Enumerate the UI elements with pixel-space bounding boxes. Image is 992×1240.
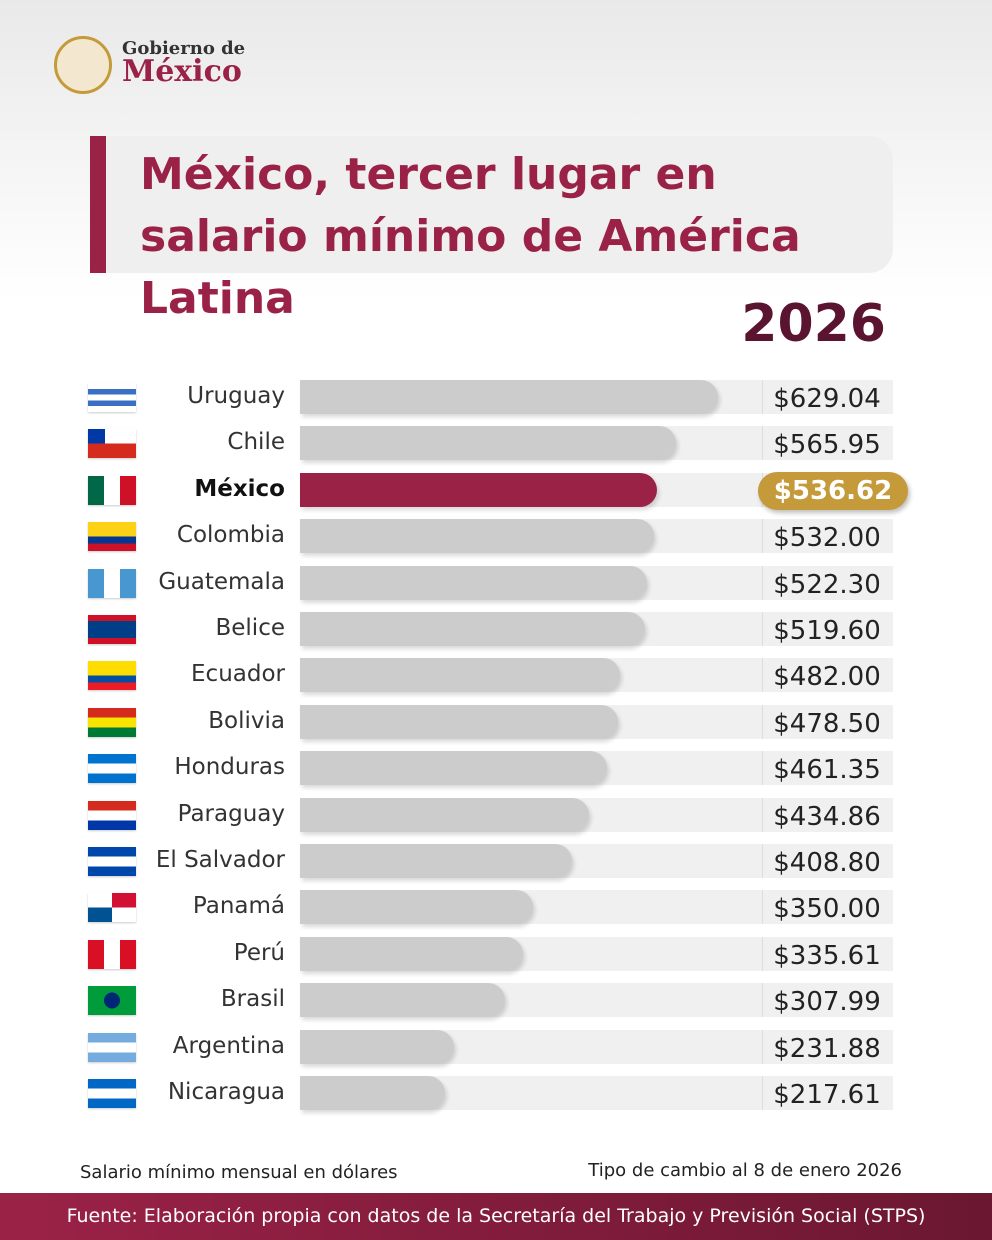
value-separator — [762, 844, 763, 878]
category-label: Bolivia — [208, 707, 285, 734]
value-label: $335.61 — [773, 940, 881, 971]
value-separator — [762, 890, 763, 925]
flag — [88, 522, 136, 552]
bar — [300, 612, 646, 646]
bar — [300, 844, 572, 878]
flag — [88, 615, 136, 644]
category-label: Ecuador — [191, 661, 285, 688]
flag — [88, 1079, 136, 1108]
value-label: $536.62 — [758, 471, 908, 510]
value-separator — [762, 658, 763, 693]
category-label: Guatemala — [158, 568, 285, 595]
value-separator — [762, 936, 763, 971]
year-subtitle: 2026 — [741, 294, 886, 354]
title-box — [106, 136, 893, 273]
note-left: Salario mínimo mensual en dólares — [80, 1162, 398, 1183]
bar — [300, 983, 505, 1018]
value-label: $307.99 — [773, 987, 881, 1018]
note-right: Tipo de cambio al 8 de enero 2026 — [588, 1160, 902, 1181]
value-separator — [762, 426, 763, 461]
bar — [300, 658, 621, 693]
value-label: $231.88 — [773, 1033, 881, 1064]
bar — [300, 936, 523, 971]
category-label: Nicaragua — [167, 1079, 285, 1105]
value-label: $522.30 — [773, 569, 881, 600]
flag — [88, 429, 136, 459]
bar — [300, 519, 654, 554]
value-separator — [762, 380, 763, 414]
bar — [300, 890, 533, 925]
logo-line1: Gobierno de — [122, 38, 246, 59]
category-label: Honduras — [174, 754, 285, 781]
bar — [300, 1076, 445, 1110]
value-separator — [762, 565, 763, 600]
value-separator — [762, 1029, 763, 1064]
value-separator — [762, 612, 763, 646]
value-label: $434.86 — [773, 801, 881, 832]
value-separator — [762, 983, 763, 1018]
flag — [88, 754, 136, 784]
category-label: Perú — [233, 939, 285, 966]
flag — [88, 661, 136, 691]
category-label: Chile — [227, 429, 285, 456]
flag — [88, 568, 136, 598]
value-label: $408.80 — [773, 848, 881, 878]
bar — [300, 1029, 455, 1064]
title-accent — [90, 136, 106, 273]
value-label: $350.00 — [773, 894, 881, 925]
flag — [88, 1032, 136, 1062]
chart-title: México, tercer lugar en salario mínimo d… — [140, 149, 801, 324]
value-label: $519.60 — [773, 616, 881, 646]
value-label: $532.00 — [773, 523, 881, 554]
bar — [300, 704, 618, 739]
flag — [88, 707, 136, 737]
bar — [300, 472, 657, 507]
bar — [300, 751, 607, 786]
bar — [300, 380, 718, 414]
flag — [88, 847, 136, 876]
value-separator — [762, 704, 763, 739]
category-label: Paraguay — [177, 800, 285, 827]
category-label: Brasil — [220, 986, 285, 1013]
value-label: $482.00 — [773, 662, 881, 693]
flag — [88, 800, 136, 830]
value-label: $478.50 — [773, 708, 881, 739]
flag — [88, 986, 136, 1016]
category-label: Colombia — [176, 522, 285, 549]
value-separator — [762, 751, 763, 786]
source-bar: Fuente: Elaboración propia con datos de … — [0, 1193, 992, 1240]
value-label: $461.35 — [773, 755, 881, 786]
bar — [300, 565, 648, 600]
flag — [88, 939, 136, 969]
value-separator — [762, 519, 763, 554]
value-separator — [762, 1076, 763, 1110]
bar — [300, 426, 677, 461]
value-label: $629.04 — [773, 384, 881, 414]
category-label: Argentina — [172, 1032, 285, 1059]
category-label: Uruguay — [187, 383, 285, 409]
category-label: Belice — [215, 615, 285, 641]
logo-emblem — [54, 36, 112, 94]
category-label: Panamá — [192, 893, 285, 920]
flag — [88, 475, 136, 505]
value-separator — [762, 797, 763, 832]
value-label: $217.61 — [773, 1080, 881, 1110]
value-label: $565.95 — [773, 430, 881, 461]
flag — [88, 383, 136, 412]
category-label: México — [194, 475, 285, 502]
category-label: El Salvador — [155, 847, 285, 873]
bar — [300, 797, 589, 832]
flag — [88, 893, 136, 923]
logo-line2: México — [122, 54, 242, 89]
